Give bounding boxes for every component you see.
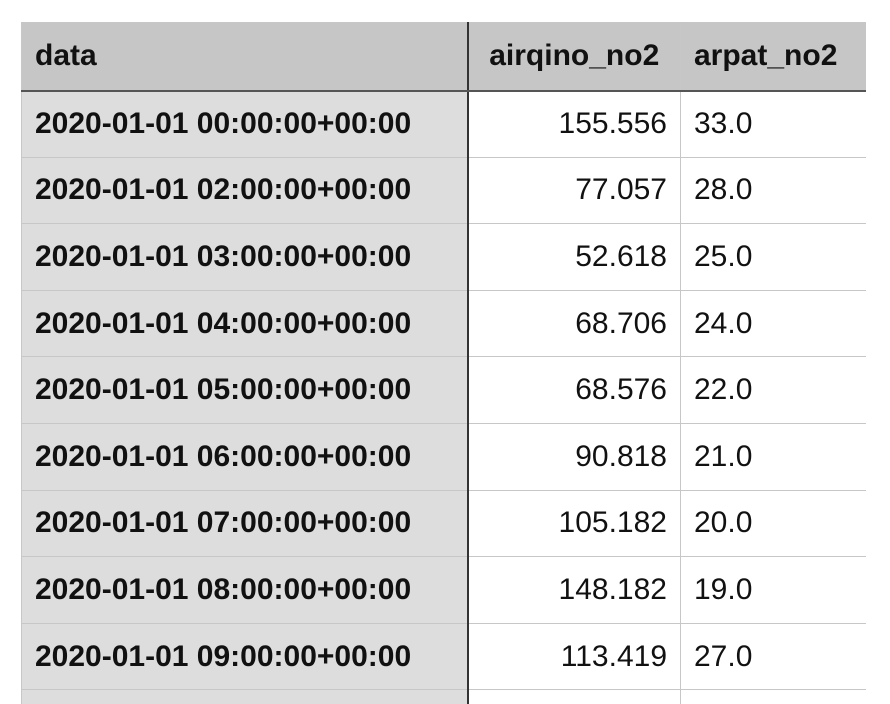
header-row: data airqino_no2 arpat_no2 [21,22,866,92]
cell-airqino-no2: 148.182 [467,556,681,624]
cell-arpat-no2: 25.0 [680,223,866,291]
cell-arpat-no2-cut [680,689,866,704]
row-timestamp: 2020-01-01 05:00:00+00:00 [21,356,469,424]
table-row: 2020-01-01 03:00:00+00:00 52.618 25.0 [21,223,866,291]
cell-airqino-no2: 155.556 [467,90,681,158]
cell-arpat-no2: 24.0 [680,289,866,358]
row-timestamp: 2020-01-01 06:00:00+00:00 [21,422,469,491]
cell-arpat-no2: 33.0 [680,90,866,158]
cell-arpat-no2: 22.0 [680,356,866,424]
header-arpat-no2: arpat_no2 [680,22,866,92]
table-row: 2020-01-01 05:00:00+00:00 68.576 22.0 [21,356,866,424]
cell-airqino-no2: 68.706 [467,289,681,358]
cell-arpat-no2: 27.0 [680,622,866,691]
cell-arpat-no2: 20.0 [680,489,866,558]
row-timestamp: 2020-01-01 04:00:00+00:00 [21,289,469,358]
header-airqino-no2: airqino_no2 [467,22,681,92]
cell-airqino-no2: 105.182 [467,489,681,558]
cell-arpat-no2: 19.0 [680,556,866,624]
row-timestamp: 2020-01-01 02:00:00+00:00 [21,156,469,225]
data-table: data airqino_no2 arpat_no2 2020-01-01 00… [21,22,866,704]
table-row: 2020-01-01 08:00:00+00:00 148.182 19.0 [21,556,866,624]
table-row: 2020-01-01 04:00:00+00:00 68.706 24.0 [21,289,866,358]
cell-airqino-no2-cut [467,689,681,704]
table-row: 2020-01-01 02:00:00+00:00 77.057 28.0 [21,156,866,225]
cell-airqino-no2: 90.818 [467,422,681,491]
table-row: 2020-01-01 09:00:00+00:00 113.419 27.0 [21,622,866,691]
table-row: 2020-01-01 06:00:00+00:00 90.818 21.0 [21,422,866,491]
row-timestamp: 2020-01-01 00:00:00+00:00 [21,90,469,158]
row-timestamp-cut [21,689,469,704]
row-timestamp: 2020-01-01 07:00:00+00:00 [21,489,469,558]
cell-airqino-no2: 68.576 [467,356,681,424]
table-row: 2020-01-01 07:00:00+00:00 105.182 20.0 [21,489,866,558]
header-data: data [21,22,469,92]
cell-airqino-no2: 52.618 [467,223,681,291]
row-timestamp: 2020-01-01 09:00:00+00:00 [21,622,469,691]
row-timestamp: 2020-01-01 08:00:00+00:00 [21,556,469,624]
table-container: data airqino_no2 arpat_no2 2020-01-01 00… [21,22,866,704]
cell-airqino-no2: 77.057 [467,156,681,225]
cell-arpat-no2: 28.0 [680,156,866,225]
cell-arpat-no2: 21.0 [680,422,866,491]
table-row-partial [21,689,866,704]
cell-airqino-no2: 113.419 [467,622,681,691]
table-row: 2020-01-01 00:00:00+00:00 155.556 33.0 [21,90,866,158]
row-timestamp: 2020-01-01 03:00:00+00:00 [21,223,469,291]
